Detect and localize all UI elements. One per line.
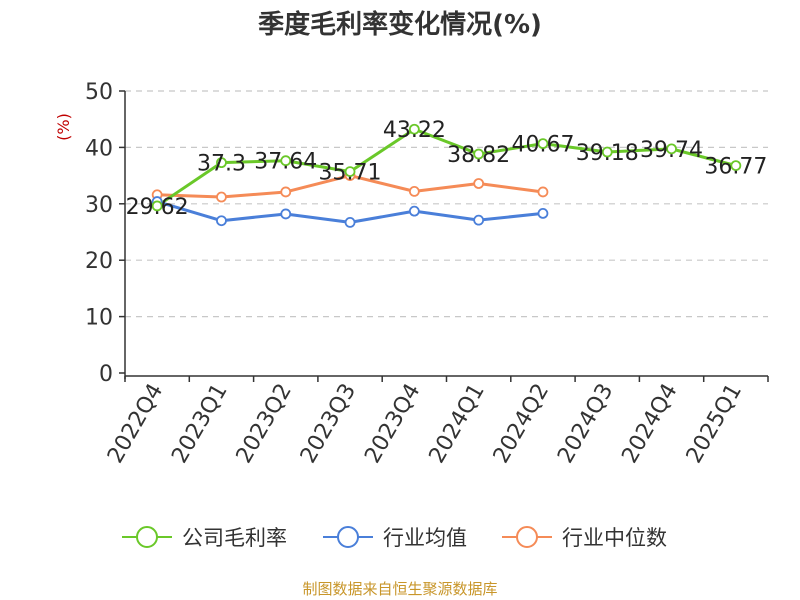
data-point [280,186,292,198]
data-label: 39.74 [640,138,703,163]
series-points [151,123,742,228]
x-tick-label: 2023Q4 [360,380,425,468]
data-label: 36.77 [704,155,767,180]
data-point [666,143,677,155]
data-point [408,123,420,135]
data-point [408,205,420,217]
y-tick-label: 40 [85,136,113,161]
data-label: 29.62 [126,195,189,220]
data-point [151,200,163,212]
data-label: 38.82 [447,143,510,168]
data-point [216,157,227,169]
x-tick-label: 2023Q3 [296,380,361,468]
data-point [344,166,356,177]
data-point [537,207,549,219]
legend: 公司毛利率 行业均值 行业中位数 [122,526,667,550]
series-line [156,127,737,208]
data-point [473,178,485,189]
data-point [473,148,485,160]
y-tick-label: 10 [85,306,113,331]
data-point [537,138,549,150]
data-label: 43.22 [383,118,446,143]
source-note: 制图数据来自恒生聚源数据库 [302,580,498,598]
y-tick-label: 30 [85,193,113,218]
data-point [408,185,420,197]
data-point [216,215,227,227]
y-tick-label: 0 [99,362,113,387]
legend-label: 公司毛利率 [182,526,287,550]
data-point [216,191,227,203]
x-tick-label: 2022Q4 [103,380,168,468]
legend-swatch-marker [516,526,538,548]
x-tick-label: 2024Q1 [425,380,490,468]
legend-label: 行业中位数 [562,526,667,550]
legend-swatch-marker [136,526,158,548]
data-point [280,208,292,220]
chart-title: 季度毛利率变化情况(%) [258,10,542,40]
data-point [730,160,742,172]
y-tick-label: 50 [85,80,113,105]
data-label: 40.67 [511,133,574,158]
data-label: 35.71 [319,161,382,186]
legend-swatch-marker [337,526,359,548]
y-axis-label: (%) [54,113,73,141]
data-point [473,214,485,226]
data-label: 37.64 [254,150,317,175]
data-label: 39.18 [576,141,639,166]
y-tick-label: 20 [85,249,113,274]
legend-label: 行业均值 [383,526,467,550]
x-tick-label: 2024Q2 [489,380,554,468]
x-tick-label: 2024Q3 [553,380,618,468]
x-tick-label: 2023Q2 [232,380,297,468]
x-tick-label: 2024Q4 [617,380,682,468]
data-point [601,146,613,158]
data-label: 37.3 [197,152,246,177]
data-point [344,217,356,228]
x-tick-label: 2025Q1 [682,380,747,468]
grid [125,90,768,318]
data-point [537,186,549,198]
x-tick-label: 2023Q1 [167,380,232,468]
data-point [280,155,292,167]
